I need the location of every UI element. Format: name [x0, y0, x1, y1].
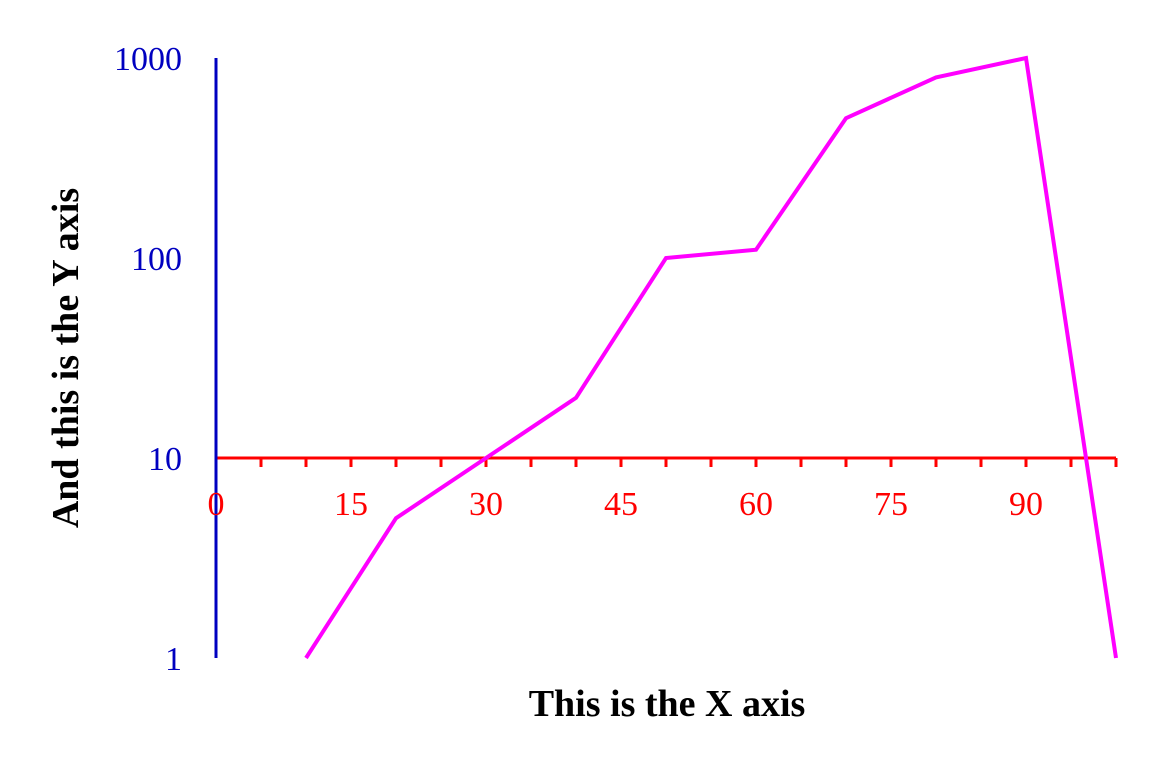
x-tick-label: 90 — [1009, 486, 1043, 523]
y-tick-label: 100 — [131, 241, 182, 278]
x-tick-label: 45 — [604, 486, 638, 523]
y-tick-label: 1 — [165, 641, 182, 678]
x-tick-label: 0 — [208, 486, 225, 523]
y-axis-title: And this is the Y axis — [45, 188, 87, 528]
x-tick-label: 30 — [469, 486, 503, 523]
x-tick-labels: 0 15 30 45 60 75 90 — [208, 486, 1044, 523]
y-tick-label: 1000 — [114, 41, 182, 78]
series-line — [304, 55, 1118, 660]
series-lines — [304, 55, 1118, 660]
y-tick-labels: 1 10 100 1000 — [114, 41, 182, 678]
x-tick-label: 15 — [334, 486, 368, 523]
x-tick-label: 75 — [874, 486, 908, 523]
x-tick-label: 60 — [739, 486, 773, 523]
x-axis-title: This is the X axis — [529, 683, 806, 725]
y-tick-label: 10 — [148, 441, 182, 478]
